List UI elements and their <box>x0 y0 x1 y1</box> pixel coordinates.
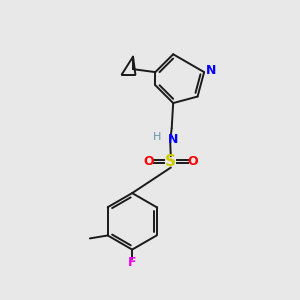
Text: O: O <box>188 155 198 168</box>
Text: O: O <box>143 155 154 168</box>
Text: N: N <box>206 64 216 77</box>
Text: N: N <box>168 133 178 146</box>
Text: F: F <box>128 256 136 269</box>
Text: H: H <box>153 132 161 142</box>
Text: S: S <box>165 154 176 169</box>
